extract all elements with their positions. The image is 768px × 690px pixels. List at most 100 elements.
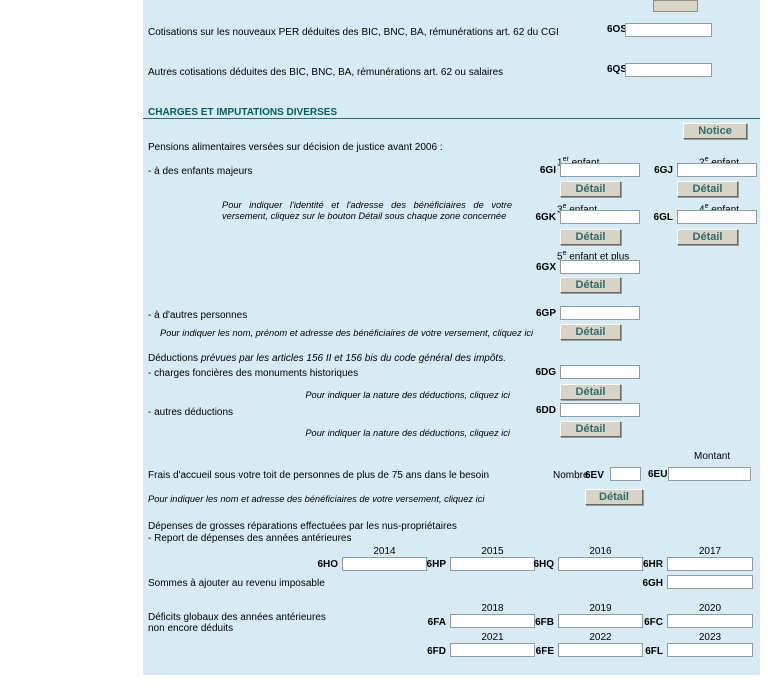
input-6gj[interactable] [677, 163, 757, 177]
child5-ordinal-sup: e [562, 250, 567, 257]
code-6gx: 6GX [535, 262, 556, 273]
code-6dg: 6DG [535, 367, 556, 378]
year-2021: 2021 [481, 632, 504, 643]
year-2023: 2023 [698, 632, 722, 643]
year-2015: 2015 [481, 546, 504, 557]
code-6gp: 6GP [535, 308, 556, 319]
enfants-majeurs-label: - à des enfants majeurs [148, 166, 253, 177]
code-6os: 6OS [606, 24, 627, 35]
year-2022: 2022 [589, 632, 612, 643]
autres-personnes-label: - à d'autres personnes [148, 310, 248, 321]
sommes-label: Sommes à ajouter au revenu imposable [148, 578, 325, 589]
reparations-title: Dépenses de grosses réparations effectué… [148, 521, 457, 532]
code-6fe: 6FE [535, 646, 554, 657]
input-6dd[interactable] [560, 403, 640, 417]
code-6fl: 6FL [645, 646, 663, 657]
code-6hq: 6HQ [533, 559, 554, 570]
nature-note-6dd: Pour indiquer la nature des déductions, … [305, 428, 510, 438]
pensions-intro: Pensions alimentaires versées sur décisi… [148, 142, 443, 153]
children-detail-note: Pour indiquer l'identité et l'adresse de… [222, 200, 512, 221]
child3-label: 3e enfant [557, 201, 597, 215]
deductions-intro-italic: prévues par les articles 156 II et 156 b… [200, 353, 506, 364]
deficits-label-line1: Déficits globaux des années antérieures [148, 612, 326, 623]
detail-button-6gj[interactable]: Détail [677, 181, 738, 197]
detail-button-6gi[interactable]: Détail [560, 181, 621, 197]
charges-foncieres-label: - charges foncières des monuments histor… [148, 368, 359, 379]
child1-label: 1er enfant [557, 154, 599, 168]
input-6fa[interactable] [450, 614, 535, 628]
child4-ordinal-sup: e [704, 203, 709, 210]
code-6hr: 6HR [642, 559, 663, 570]
input-6qs[interactable] [625, 63, 712, 77]
frais-accueil-note: Pour indiquer les nom et adresse des bén… [148, 494, 485, 504]
code-6ev: 6EV [585, 470, 604, 481]
code-6fc: 6FC [644, 617, 663, 628]
code-6eu: 6EU [648, 469, 668, 480]
input-6hp[interactable] [450, 557, 535, 571]
autres-deductions-label: - autres déductions [148, 407, 234, 418]
year-2017: 2017 [698, 546, 722, 557]
input-6fl[interactable] [667, 643, 753, 657]
input-6gh[interactable] [667, 575, 753, 589]
code-6gh: 6GH [642, 578, 663, 589]
detail-button-6eu[interactable]: Détail [585, 489, 643, 505]
section-title: CHARGES ET IMPUTATIONS DIVERSES [148, 107, 338, 118]
input-6gk[interactable] [560, 210, 640, 224]
deductions-intro: Déductions prévues par les articles 156 … [148, 353, 506, 364]
code-6gk: 6GK [535, 212, 556, 223]
input-6ev[interactable] [610, 467, 641, 481]
input-6dg[interactable] [560, 365, 640, 379]
code-6qs: 6QS [606, 64, 627, 75]
frais-accueil-label: Frais d'accueil sous votre toit de perso… [148, 470, 490, 481]
section-divider [143, 118, 760, 119]
child2-label: 2e enfant [699, 154, 739, 168]
detail-button-6dg[interactable]: Détail [560, 384, 621, 400]
input-6gl[interactable] [677, 210, 757, 224]
input-6fd[interactable] [450, 643, 535, 657]
child1-ordinal-sup: er [562, 156, 569, 163]
input-6hr[interactable] [667, 557, 753, 571]
detail-button-6gx[interactable]: Détail [560, 277, 621, 293]
montant-label: Montant [694, 451, 731, 462]
notice-button[interactable]: Notice [683, 123, 747, 139]
input-6fb[interactable] [558, 614, 643, 628]
code-6fb: 6FB [535, 617, 554, 628]
code-6ho: 6HO [317, 559, 338, 570]
input-6gi[interactable] [560, 163, 640, 177]
code-6dd: 6DD [535, 405, 556, 416]
year-2019: 2019 [589, 603, 612, 614]
cotisations-per-label: Cotisations sur les nouveaux PER déduite… [148, 27, 559, 38]
input-6gx[interactable] [560, 260, 640, 274]
nombre-label: Nombre [553, 470, 589, 481]
input-6hq[interactable] [558, 557, 643, 571]
code-6hp: 6HP [426, 559, 446, 570]
nature-note-6dg: Pour indiquer la nature des déductions, … [305, 390, 510, 400]
child2-ordinal-sup: e [704, 156, 709, 163]
autres-personnes-note: Pour indiquer les nom, prénom et adresse… [160, 328, 534, 338]
input-6gp[interactable] [560, 306, 640, 320]
year-2020: 2020 [698, 603, 722, 614]
input-6fe[interactable] [558, 643, 643, 657]
year-2018: 2018 [481, 603, 504, 614]
child5-label: 5e enfant et plus [557, 250, 630, 263]
cotisations-autres-label: Autres cotisations déduites des BIC, BNC… [148, 67, 504, 78]
top-cropped-field[interactable] [653, 0, 698, 12]
detail-button-6gk[interactable]: Détail [560, 229, 621, 245]
code-6fd: 6FD [427, 646, 446, 657]
input-6eu[interactable] [668, 467, 751, 481]
year-2016: 2016 [589, 546, 612, 557]
code-6fa: 6FA [427, 617, 446, 628]
input-6ho[interactable] [342, 557, 427, 571]
child3-ordinal-sup: e [562, 203, 567, 210]
input-6os[interactable] [625, 23, 712, 37]
detail-button-6dd[interactable]: Détail [560, 421, 621, 437]
detail-button-6gp[interactable]: Détail [560, 324, 621, 340]
code-6gi: 6GI [539, 165, 556, 176]
year-2014: 2014 [373, 546, 396, 557]
child4-label: 4e enfant [699, 201, 739, 215]
code-6gj: 6GJ [654, 165, 673, 176]
detail-button-6gl[interactable]: Détail [677, 229, 738, 245]
deficits-label-line2: non encore déduits [148, 623, 234, 634]
input-6fc[interactable] [667, 614, 753, 628]
